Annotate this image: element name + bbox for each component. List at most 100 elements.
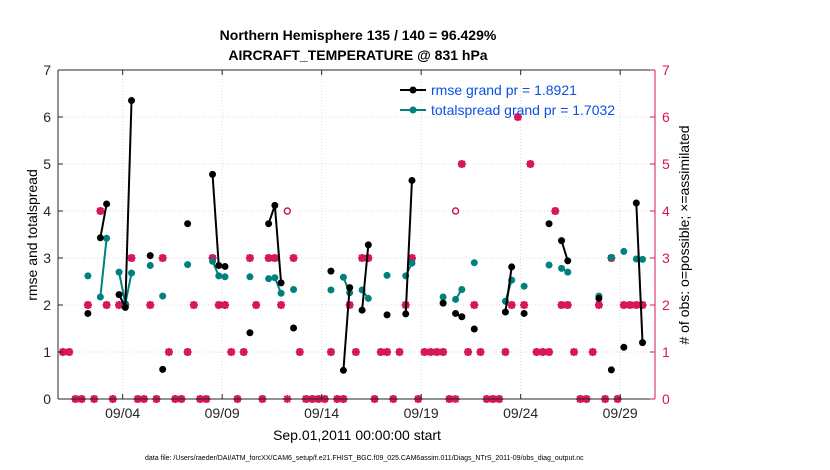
obs-assimilated-marker <box>513 113 522 121</box>
totalspread-point <box>265 275 273 283</box>
y-tick-label-left-0: 0 <box>43 391 51 407</box>
obs-assimilated-marker <box>289 254 298 262</box>
obs-assimilated-stroke-d2 <box>252 301 260 309</box>
totalspread-point <box>520 282 528 290</box>
rmse-point <box>564 257 572 265</box>
totalspread-point <box>209 257 217 265</box>
obs-assimilated-marker <box>457 160 466 168</box>
obs-assimilated-marker <box>164 348 173 356</box>
obs-assimilated-marker <box>295 348 304 356</box>
y-tick-label-right-5: 5 <box>662 156 670 172</box>
rmse-point <box>215 262 223 270</box>
totalspread-point <box>339 273 347 281</box>
obs-assimilated-marker <box>545 348 554 356</box>
rmse-point <box>96 234 104 242</box>
rmse-point <box>545 220 553 228</box>
plot-background <box>58 70 655 399</box>
y-axis-label-left: rmse and totalspread <box>24 169 40 301</box>
totalspread-point <box>439 293 447 301</box>
obs-assimilated-marker <box>594 301 603 309</box>
rmse-point <box>84 309 92 317</box>
obs-assimilated-marker <box>569 348 578 356</box>
obs-assimilated-stroke-d2 <box>327 348 335 356</box>
totalspread-point <box>545 261 553 269</box>
obs-assimilated-stroke-d2 <box>501 348 510 356</box>
y-tick-label-right-0: 0 <box>662 391 670 407</box>
totalspread-point <box>452 295 460 303</box>
rmse-point <box>246 329 254 337</box>
obs-assimilated-marker <box>395 348 404 356</box>
y-tick-label-left-6: 6 <box>43 109 51 125</box>
obs-assimilated-stroke-d2 <box>96 207 105 215</box>
obs-assimilated-stroke-d2 <box>246 254 254 262</box>
rmse-line-segment <box>99 203 108 238</box>
obs-assimilated-stroke-d2 <box>588 348 597 356</box>
obs-assimilated-marker <box>83 301 92 309</box>
y-tick-label-left-1: 1 <box>43 344 51 360</box>
rmse-point <box>358 306 366 314</box>
totalspread-point <box>408 259 416 267</box>
totalspread-point <box>564 268 572 276</box>
obs-assimilated-stroke-d2 <box>65 348 73 356</box>
obs-assimilated-stroke-d2 <box>358 254 366 262</box>
footnote: data file: /Users/raeder/DAI/ATM_forcXX/… <box>145 455 584 462</box>
obs-assimilated-stroke-d2 <box>426 348 435 356</box>
obs-assimilated-stroke-d2 <box>532 348 541 356</box>
obs-assimilated-marker <box>65 348 74 356</box>
totalspread-point <box>458 285 466 293</box>
rmse-point <box>520 309 528 317</box>
rmse-point <box>508 263 516 271</box>
totalspread-point <box>159 292 167 300</box>
obs-assimilated-marker <box>501 348 510 356</box>
rmse-point <box>607 366 615 374</box>
rmse-point <box>364 241 372 249</box>
obs-assimilated-stroke-d2 <box>564 301 572 309</box>
obs-assimilated-stroke-d2 <box>395 348 404 356</box>
y-tick-label-right-3: 3 <box>662 250 670 266</box>
chart-title-line-2: AIRCRAFT_TEMPERATURE @ 831 hPa <box>228 47 487 63</box>
rmse-point <box>115 291 123 299</box>
rmse-point <box>458 313 466 321</box>
obs-assimilated-marker <box>563 301 572 309</box>
rmse-point <box>402 310 410 318</box>
y-tick-label-left-4: 4 <box>43 203 51 219</box>
totalspread-point <box>246 273 254 281</box>
obs-assimilated-stroke-d2 <box>632 301 641 309</box>
obs-assimilated-stroke-d2 <box>352 348 360 356</box>
rmse-point <box>346 284 354 292</box>
obs-assimilated-marker <box>551 207 560 215</box>
obs-assimilated-stroke-d2 <box>520 301 528 309</box>
totalspread-point <box>620 247 628 255</box>
obs-assimilated-marker <box>227 348 236 356</box>
chart-title-line-1: Northern Hemisphere 135 / 140 = 96.429% <box>220 27 497 43</box>
obs-assimilated-stroke-d2 <box>84 301 92 309</box>
obs-assimilated-stroke-d2 <box>296 348 304 356</box>
x-tick-label-09/24: 09/24 <box>503 405 538 421</box>
obs-assimilated-stroke-d2 <box>433 348 441 356</box>
rmse-point <box>470 325 478 333</box>
totalspread-point <box>470 259 478 267</box>
obs-assimilated-stroke-d2 <box>115 301 123 309</box>
rmse-line-segment <box>342 287 351 371</box>
x-tick-label-09/09: 09/09 <box>205 405 240 421</box>
obs-assimilated-stroke-d2 <box>408 254 416 262</box>
y-tick-label-left-3: 3 <box>43 250 51 266</box>
legend-label-1: totalspread grand pr = 1.7032 <box>431 102 615 118</box>
axes: 09/04 09/09 09/14 09/19 09/24 09/29 0 0 1 1 2 2 3 3 4 4… <box>43 62 670 421</box>
obs-assimilated-marker <box>507 301 516 309</box>
rmse-point <box>439 299 447 307</box>
obs-assimilated-stroke-d2 <box>470 301 478 309</box>
rmse-point <box>128 97 136 105</box>
obs-assimilated-stroke-d2 <box>458 160 466 168</box>
obs-assimilated-marker <box>127 254 136 262</box>
obs-assimilated-marker <box>102 301 111 309</box>
x-tick-label-09/19: 09/19 <box>404 405 439 421</box>
totalspread-point <box>383 271 391 279</box>
legend-marker-1 <box>409 106 417 114</box>
totalspread-point <box>290 285 298 293</box>
rmse-point <box>620 343 628 351</box>
rmse-point <box>121 303 129 311</box>
rmse-point <box>290 324 298 332</box>
totalspread-point <box>558 264 566 272</box>
rmse-point <box>265 220 273 228</box>
